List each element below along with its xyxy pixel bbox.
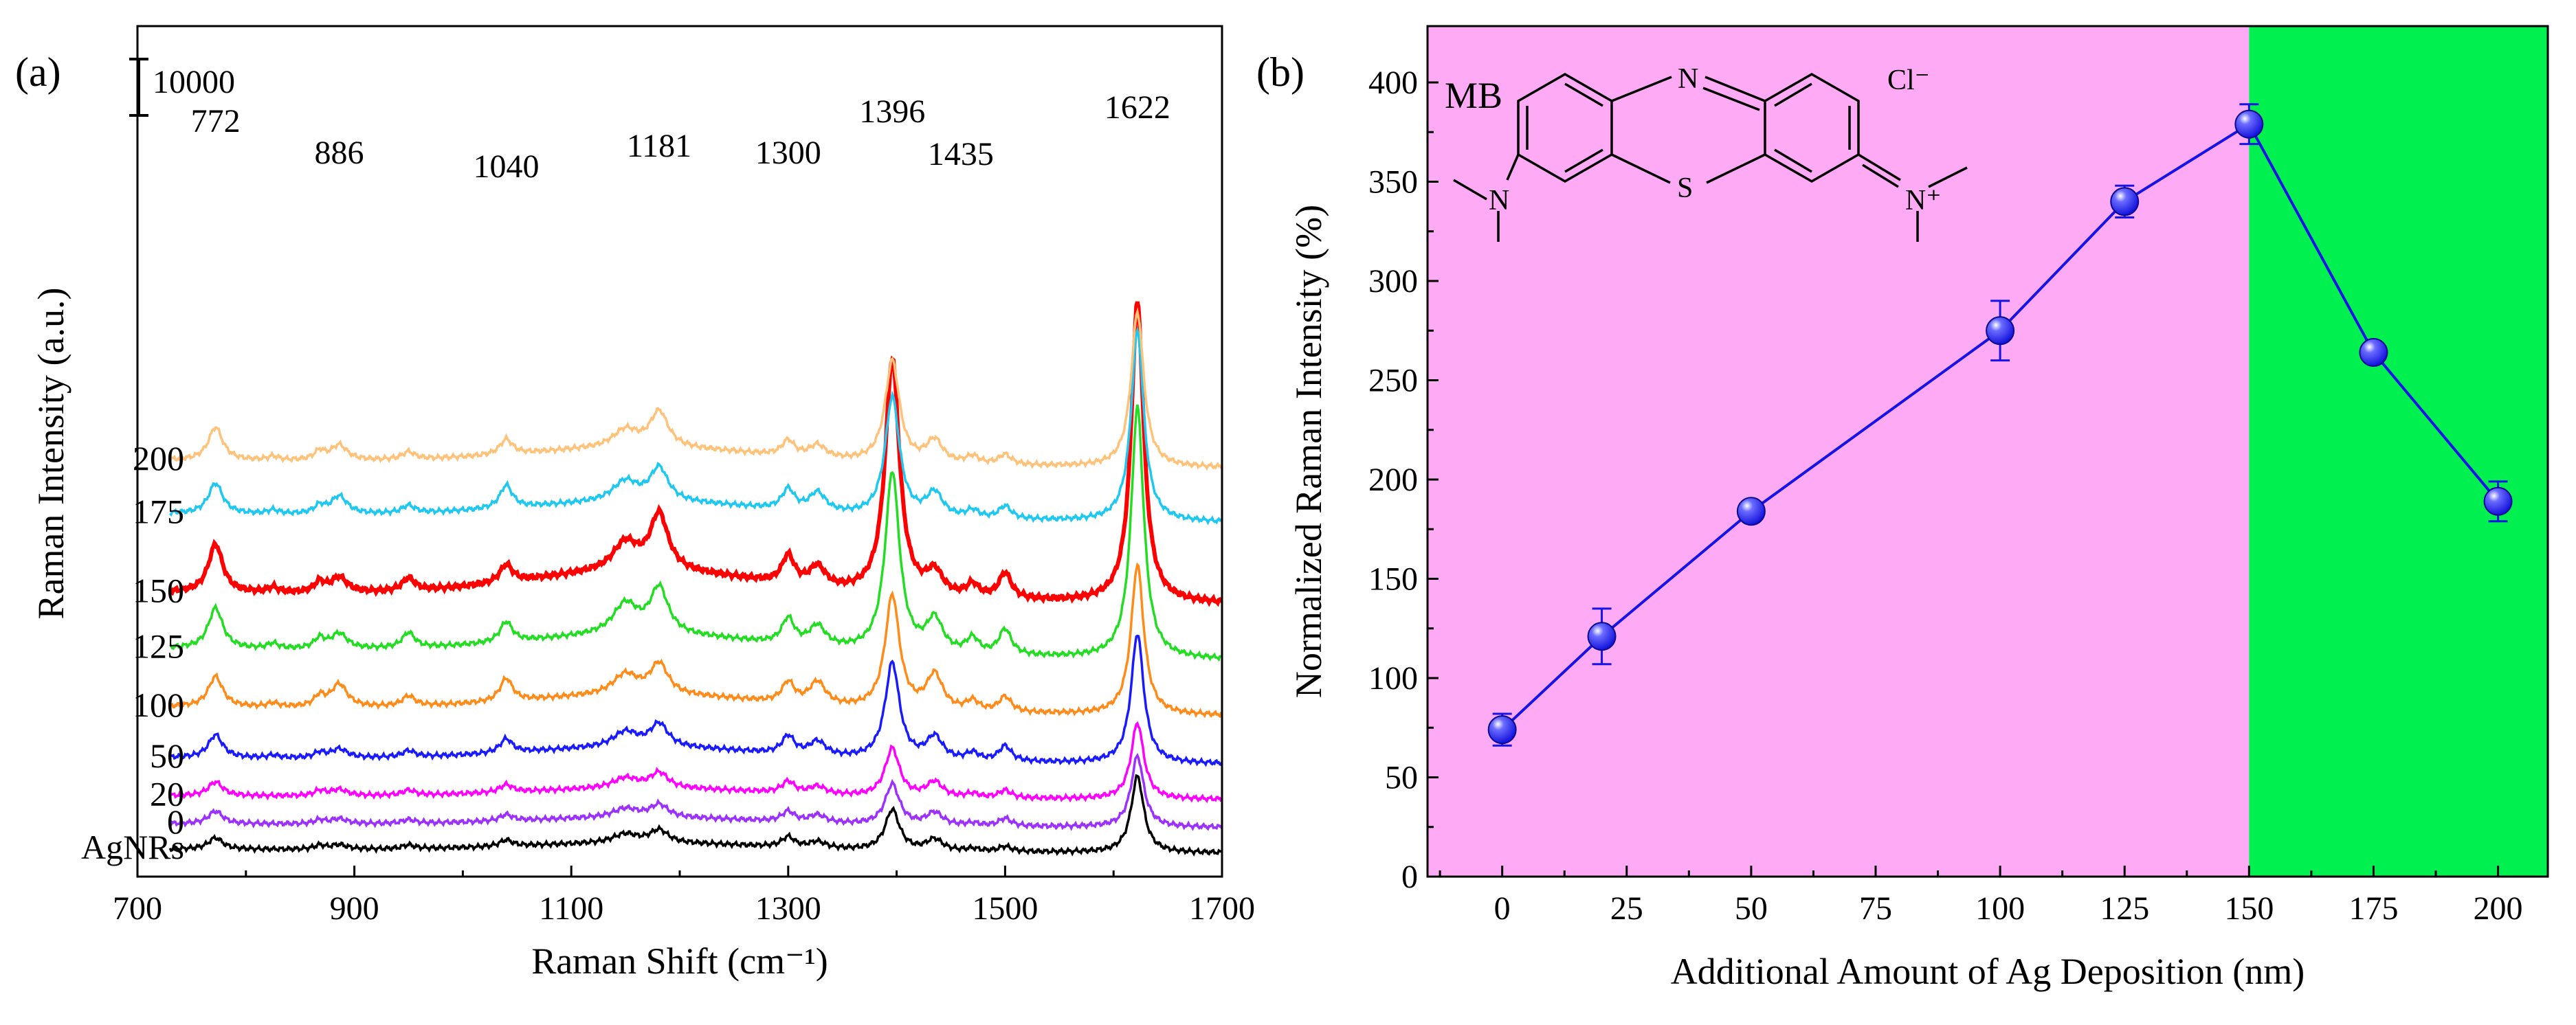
data-point-125 xyxy=(2110,187,2140,216)
y-tick-label-b-50: 50 xyxy=(1385,760,1418,796)
y-tick-label-b-150: 150 xyxy=(1368,561,1418,598)
background-regions xyxy=(1428,26,2548,877)
x-tick-label-1100: 1100 xyxy=(539,890,603,927)
panel-b: (b) MB xyxy=(1256,25,2549,992)
spectrum-20 xyxy=(168,721,1222,804)
data-line xyxy=(1501,122,2500,731)
series-label-20: 20 xyxy=(150,774,184,813)
series-label-175: 175 xyxy=(133,493,184,531)
y-tick-label-b-400: 400 xyxy=(1368,65,1418,101)
x-tick-label-b-150: 150 xyxy=(2224,890,2274,927)
y-tick-label-b-0: 0 xyxy=(1401,859,1418,895)
x-tick-label-b-50: 50 xyxy=(1735,890,1768,927)
trend-line xyxy=(1501,122,2500,731)
series-label-125: 125 xyxy=(133,627,184,666)
panel-b-label: (b) xyxy=(1256,49,1304,95)
atom-n-left: N xyxy=(1489,185,1509,216)
series-label-50: 50 xyxy=(150,736,184,775)
data-point-200 xyxy=(2483,486,2513,516)
series-label-0: 0 xyxy=(167,802,184,841)
scale-bar: 10000 xyxy=(129,58,235,117)
region-1 xyxy=(2249,26,2548,877)
spectrum-200 xyxy=(168,307,1223,471)
spectrum-175 xyxy=(169,326,1223,526)
spectrum-125 xyxy=(169,404,1223,662)
peak-label-1622: 1622 xyxy=(1104,89,1170,126)
x-axis-title-b: Additional Amount of Ag Deposition (nm) xyxy=(1671,951,2305,992)
x-tick-label-b-0: 0 xyxy=(1494,890,1511,927)
x-tick-label-b-25: 25 xyxy=(1610,890,1643,927)
atom-n-top: N xyxy=(1678,63,1698,95)
atom-n-right: N⁺ xyxy=(1905,185,1942,216)
x-tick-label-700: 700 xyxy=(113,890,162,927)
y-tick-label-b-250: 250 xyxy=(1368,363,1418,399)
series-label-AgNRs: AgNRs xyxy=(81,828,184,866)
series-label-100: 100 xyxy=(133,686,184,724)
data-point-150 xyxy=(2234,109,2264,139)
y-tick-label-b-350: 350 xyxy=(1368,164,1418,201)
y-tick-label-b-100: 100 xyxy=(1368,660,1418,697)
data-point-20 xyxy=(1587,622,1617,651)
region-0 xyxy=(1428,26,2250,877)
x-tick-label-1700: 1700 xyxy=(1189,890,1255,927)
series-label-150: 150 xyxy=(133,571,184,609)
peak-label-772: 772 xyxy=(191,103,241,139)
x-axis-ticks-b: 0 25 50 75 100 125 150 175 200 xyxy=(1439,866,2523,927)
spectrum-AgNRs xyxy=(168,774,1223,857)
spectra-series xyxy=(168,301,1223,857)
scale-bar-label: 10000 xyxy=(153,64,235,100)
spectrum-100 xyxy=(169,562,1223,719)
data-point-0 xyxy=(1487,715,1517,745)
y-axis-title-b: Normalized Raman Intensity (%) xyxy=(1288,205,1329,698)
series-label-200: 200 xyxy=(133,439,184,477)
peak-label-1040: 1040 xyxy=(474,148,540,185)
y-axis-title: Raman Intensity (a.u.) xyxy=(30,288,71,620)
y-tick-label-b-300: 300 xyxy=(1368,263,1418,300)
x-tick-label-1500: 1500 xyxy=(972,890,1038,927)
x-tick-label-b-75: 75 xyxy=(1859,890,1892,927)
x-tick-label-b-100: 100 xyxy=(1975,890,2025,927)
spectrum-150 xyxy=(168,301,1223,607)
counterion-label: Cl⁻ xyxy=(1887,65,1930,96)
panel-a-label: (a) xyxy=(15,49,61,95)
spectrum-50 xyxy=(170,634,1223,767)
spectrum-0 xyxy=(170,752,1223,831)
data-point-100 xyxy=(1986,316,2015,346)
y-axis-ticks-b: 0 50 100 150 200 250 300 350 400 xyxy=(1368,65,1439,895)
peak-label-1300: 1300 xyxy=(755,135,821,171)
x-tick-label-b-175: 175 xyxy=(2349,890,2398,927)
x-axis-title: Raman Shift (cm⁻¹) xyxy=(531,940,828,982)
peak-label-886: 886 xyxy=(315,135,364,171)
peak-label-1181: 1181 xyxy=(627,128,691,164)
y-tick-label-b-200: 200 xyxy=(1368,462,1418,498)
peak-label-1435: 1435 xyxy=(928,136,994,172)
x-tick-label-b-125: 125 xyxy=(2100,890,2149,927)
peak-label-1396: 1396 xyxy=(859,93,925,130)
molecule-label: MB xyxy=(1445,75,1502,116)
methylene-blue-structure: MB N S xyxy=(1445,63,1968,242)
x-tick-label-b-200: 200 xyxy=(2474,890,2523,927)
x-axis-ticks: 700 900 1100 1300 1500 1700 xyxy=(113,866,1255,927)
data-point-175 xyxy=(2359,338,2388,368)
atom-s: S xyxy=(1677,172,1693,204)
x-tick-label-1300: 1300 xyxy=(755,890,821,927)
data-points xyxy=(1487,103,2513,747)
data-point-50 xyxy=(1736,497,1766,526)
panel-b-frame xyxy=(1426,25,2549,878)
x-tick-label-900: 900 xyxy=(330,890,379,927)
